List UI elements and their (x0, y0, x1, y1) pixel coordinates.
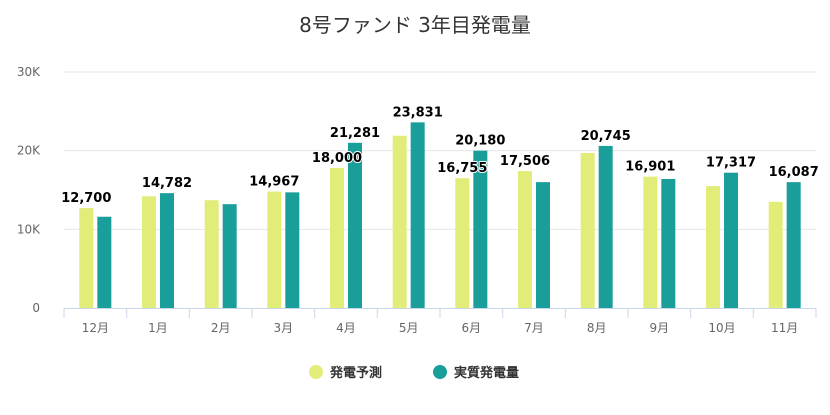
y-tick-label: 20K (17, 144, 41, 158)
bar-forecast[interactable] (142, 196, 156, 308)
x-tick-label: 2月 (211, 321, 231, 335)
x-tick-label: 5月 (399, 321, 419, 335)
x-tick-label: 6月 (462, 321, 482, 335)
bar-forecast[interactable] (706, 186, 720, 308)
legend-marker (309, 365, 323, 379)
x-tick-label: 7月 (524, 321, 544, 335)
legend-label: 実質発電量 (454, 365, 519, 381)
bar-forecast[interactable] (580, 153, 595, 308)
bar-actual[interactable] (536, 182, 550, 308)
data-label: 17,506 (500, 154, 550, 169)
legend-label: 発電予測 (329, 365, 382, 381)
bar-actual[interactable] (661, 178, 676, 308)
bar-forecast[interactable] (79, 208, 94, 308)
y-axis-ticks: 0 10K 20K 30K (17, 65, 41, 315)
data-label: 21,281 (330, 126, 380, 141)
data-label: 18,000 (312, 151, 362, 166)
bars (79, 122, 801, 308)
x-tick-label: 12月 (82, 321, 109, 335)
bar-forecast[interactable] (518, 171, 532, 308)
data-label: 14,967 (249, 175, 299, 190)
legend-item-forecast[interactable]: 発電予測 (309, 365, 382, 381)
data-label: 23,831 (393, 105, 443, 120)
data-label: 20,745 (581, 129, 631, 144)
data-label: 16,087 (769, 165, 819, 180)
x-tick-label: 3月 (274, 321, 294, 335)
bar-forecast[interactable] (643, 176, 658, 308)
legend: 発電予測 実質発電量 (309, 365, 519, 381)
x-tick-label: 4月 (336, 321, 356, 335)
x-tick-label: 10月 (708, 321, 735, 335)
bar-forecast[interactable] (455, 178, 470, 308)
legend-marker (433, 365, 447, 379)
data-label: 16,755 (437, 161, 487, 176)
x-tick-label: 9月 (650, 321, 670, 335)
bar-forecast[interactable] (768, 201, 783, 308)
bar-actual[interactable] (598, 145, 613, 308)
bar-actual[interactable] (473, 150, 488, 308)
data-labels: 12,700 14,782 14,967 18,000 21,281 23,831 16,7… (60, 104, 820, 207)
data-label: 17,317 (706, 156, 756, 171)
bar-actual[interactable] (410, 122, 425, 308)
bar-forecast[interactable] (330, 167, 344, 308)
bar-actual[interactable] (222, 204, 237, 308)
bar-actual[interactable] (786, 182, 801, 308)
x-tick-label: 1月 (148, 321, 168, 335)
y-tick-label: 10K (17, 222, 41, 236)
bar-forecast[interactable] (204, 200, 219, 308)
bar-actual[interactable] (348, 142, 362, 308)
chart-title: 8号ファンド 3年目発電量 (299, 13, 531, 37)
bar-actual[interactable] (724, 172, 738, 308)
grid-lines (64, 71, 816, 230)
data-label: 20,180 (455, 134, 505, 149)
y-tick-label: 0 (32, 301, 40, 315)
bar-actual[interactable] (285, 192, 300, 308)
x-tick-label: 8月 (587, 321, 607, 335)
data-label: 16,901 (625, 160, 675, 175)
x-axis: 12月 1月 2月 3月 4月 5月 6月 7月 8月 9月 10月 11月 (63, 308, 817, 335)
data-label: 12,700 (61, 191, 111, 206)
data-label: 14,782 (142, 176, 192, 191)
bar-actual[interactable] (97, 216, 112, 308)
bar-actual[interactable] (160, 193, 174, 308)
legend-item-actual[interactable]: 実質発電量 (433, 365, 519, 381)
bar-forecast[interactable] (392, 135, 407, 308)
y-tick-label: 30K (17, 65, 41, 79)
x-tick-label: 11月 (771, 321, 798, 335)
bar-forecast[interactable] (267, 191, 282, 308)
